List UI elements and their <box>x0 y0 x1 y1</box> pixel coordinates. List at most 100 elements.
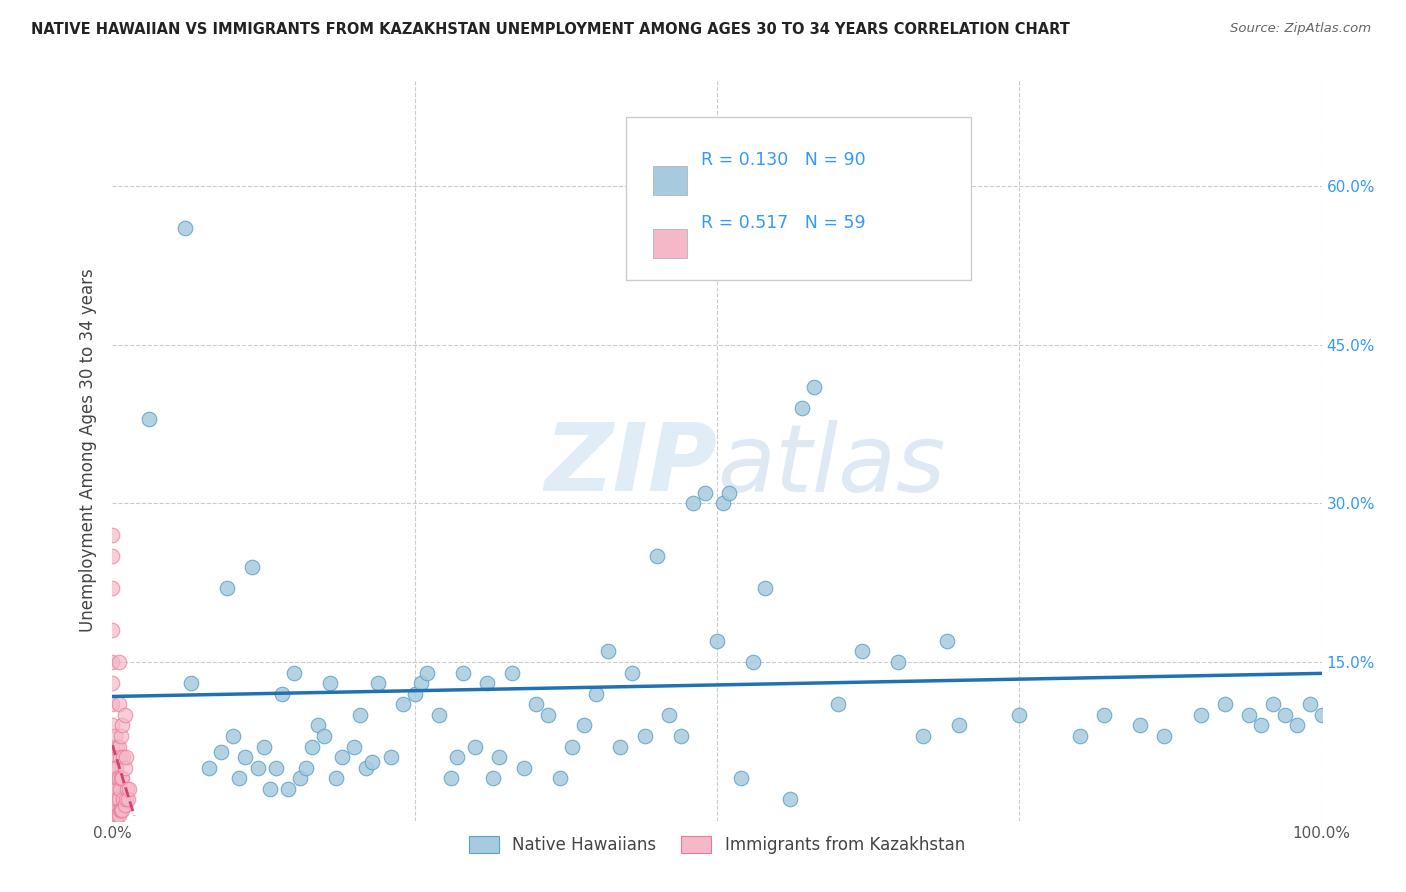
Point <box>524 698 547 712</box>
Text: atlas: atlas <box>717 420 945 511</box>
Point <box>451 665 474 680</box>
Point <box>658 707 681 722</box>
Point <box>114 761 136 775</box>
Point <box>307 718 329 732</box>
Point <box>101 803 124 817</box>
Point <box>101 761 124 775</box>
Point <box>1274 707 1296 722</box>
Point <box>742 655 765 669</box>
Point <box>104 803 127 817</box>
Point <box>270 687 292 701</box>
Point <box>114 750 136 764</box>
Point <box>380 750 402 764</box>
Point <box>108 750 131 764</box>
Point <box>101 814 124 828</box>
Point <box>198 761 221 775</box>
Point <box>609 739 631 754</box>
Point <box>112 750 135 764</box>
Point <box>107 772 129 786</box>
Point <box>240 559 263 574</box>
FancyBboxPatch shape <box>652 166 688 195</box>
Point <box>464 739 486 754</box>
Point <box>101 772 124 786</box>
Point <box>537 707 560 722</box>
Point <box>217 581 239 595</box>
Point <box>105 772 128 786</box>
Point <box>101 797 124 812</box>
Y-axis label: Unemployment Among Ages 30 to 34 years: Unemployment Among Ages 30 to 34 years <box>79 268 97 632</box>
Point <box>1129 718 1152 732</box>
Point <box>253 739 276 754</box>
Point <box>104 761 127 775</box>
Point <box>101 528 124 542</box>
Point <box>111 772 134 786</box>
Point <box>104 781 127 796</box>
Point <box>101 655 124 669</box>
Point <box>108 781 131 796</box>
Point <box>111 718 134 732</box>
Point <box>138 411 160 425</box>
Point <box>101 718 124 732</box>
Point <box>754 581 776 595</box>
Point <box>111 803 134 817</box>
Point <box>814 232 837 246</box>
Point <box>105 797 128 812</box>
Point <box>669 729 692 743</box>
Point <box>693 485 716 500</box>
Point <box>104 814 127 828</box>
Point <box>101 792 124 806</box>
Point <box>114 707 136 722</box>
Point <box>361 756 384 770</box>
Point <box>101 750 124 764</box>
Point <box>101 781 124 796</box>
Point <box>706 633 728 648</box>
Point <box>409 676 432 690</box>
Point <box>779 792 801 806</box>
Point <box>501 665 523 680</box>
Point <box>1008 707 1031 722</box>
Point <box>101 549 124 564</box>
Point <box>440 772 463 786</box>
Point <box>477 676 499 690</box>
Text: NATIVE HAWAIIAN VS IMMIGRANTS FROM KAZAKHSTAN UNEMPLOYMENT AMONG AGES 30 TO 34 Y: NATIVE HAWAIIAN VS IMMIGRANTS FROM KAZAK… <box>31 22 1070 37</box>
Point <box>391 698 413 712</box>
Point <box>115 781 138 796</box>
Point <box>446 750 468 764</box>
Point <box>621 665 644 680</box>
Point <box>101 787 124 801</box>
Point <box>343 739 366 754</box>
Point <box>356 761 378 775</box>
Point <box>585 687 607 701</box>
Point <box>482 772 505 786</box>
Point <box>598 644 620 658</box>
Point <box>312 729 335 743</box>
Point <box>110 729 132 743</box>
Point <box>264 761 287 775</box>
Point <box>1250 718 1272 732</box>
Point <box>1189 707 1212 722</box>
Point <box>1310 707 1333 722</box>
Point <box>107 808 129 822</box>
Point <box>101 808 124 822</box>
Point <box>349 707 371 722</box>
Point <box>1237 707 1260 722</box>
Point <box>118 781 141 796</box>
Point <box>319 676 342 690</box>
Point <box>512 761 534 775</box>
Point <box>1298 698 1320 712</box>
Point <box>1286 718 1309 732</box>
Point <box>827 698 849 712</box>
Point <box>887 655 910 669</box>
Legend: Native Hawaiians, Immigrants from Kazakhstan: Native Hawaiians, Immigrants from Kazakh… <box>463 829 972 861</box>
Point <box>682 496 704 510</box>
Point <box>104 729 127 743</box>
Point <box>288 772 311 786</box>
Point <box>259 781 281 796</box>
Point <box>101 814 124 828</box>
Point <box>110 803 132 817</box>
Point <box>101 624 124 638</box>
Point <box>325 772 347 786</box>
Point <box>1069 729 1091 743</box>
Point <box>911 729 934 743</box>
Point <box>209 745 232 759</box>
